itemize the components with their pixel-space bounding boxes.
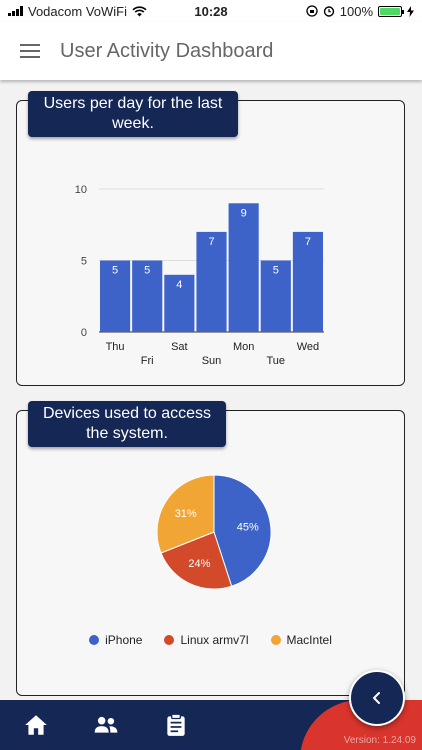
x-tick-label: Sat <box>171 341 188 353</box>
legend-label: MacIntel <box>286 633 332 647</box>
bar <box>196 231 227 332</box>
bar <box>228 203 259 332</box>
pie-slice-label: 24% <box>188 558 210 570</box>
bar <box>100 260 131 332</box>
y-tick-label: 0 <box>81 327 87 339</box>
devices-pie-chart: 45% 24% 31% <box>156 474 272 590</box>
bar-value-label: 5 <box>144 265 150 277</box>
bar-value-label: 5 <box>112 265 118 277</box>
pie-legend: iPhone Linux armv7l MacIntel <box>17 633 404 647</box>
legend-item: MacIntel <box>270 633 332 647</box>
y-tick-label: 5 <box>81 256 87 268</box>
legend-label: Linux armv7l <box>180 633 249 647</box>
wifi-icon <box>132 5 147 16</box>
clipboard-icon[interactable] <box>163 712 189 738</box>
pie-slice-label: 31% <box>175 508 197 520</box>
menu-button[interactable] <box>0 22 60 80</box>
bar <box>292 231 323 332</box>
bar-value-label: 9 <box>241 207 247 219</box>
battery-icon <box>378 5 404 17</box>
bar-value-label: 4 <box>176 279 182 291</box>
home-icon[interactable] <box>23 712 49 738</box>
devices-card-label: Devices used to access the system. <box>28 401 226 447</box>
devices-card: Devices used to access the system. 45% 24… <box>16 401 405 696</box>
chevron-left-icon <box>373 692 380 704</box>
bar <box>132 260 163 332</box>
pie-slice <box>156 474 215 554</box>
y-tick-label: 10 <box>75 184 87 196</box>
x-tick-label: Wed <box>297 341 319 353</box>
x-tick-label: Mon <box>233 341 254 353</box>
x-tick-label: Tue <box>267 355 286 367</box>
legend-dot <box>89 635 100 645</box>
legend-item: Linux armv7l <box>164 633 249 647</box>
bar <box>260 260 291 332</box>
legend-dot <box>270 635 281 645</box>
alarm-icon <box>323 6 334 17</box>
bar-value-label: 7 <box>208 236 214 248</box>
x-tick-label: Sun <box>202 355 222 367</box>
legend-label: iPhone <box>105 633 143 647</box>
rotation-lock-icon <box>306 5 318 17</box>
users-icon[interactable] <box>93 712 119 738</box>
hamburger-icon <box>20 40 40 62</box>
legend-dot <box>164 635 175 645</box>
status-left: Vodacom VoWiFi <box>8 4 147 19</box>
x-tick-label: Thu <box>106 341 125 353</box>
status-right: 100% <box>306 4 414 19</box>
bar <box>164 274 195 332</box>
bar-value-label: 7 <box>305 236 311 248</box>
app-header: User Activity Dashboard <box>0 22 422 80</box>
pie-slice <box>213 474 272 587</box>
bar-value-label: 5 <box>273 265 279 277</box>
pie-slice-label: 45% <box>237 522 259 534</box>
status-bar: Vodacom VoWiFi 10:28 100% <box>0 0 422 22</box>
x-tick-label: Fri <box>141 355 154 367</box>
carrier-label: Vodacom VoWiFi <box>28 3 127 19</box>
users-bar-chart: 0 5 10 5 Thu 5 Fri 4 Sat 7 Sun 9 Mon 5 Tue 7 Wed <box>75 184 324 367</box>
battery-percent: 100% <box>339 3 373 19</box>
version-label: Version: 1.24.09 <box>343 735 416 746</box>
back-fab[interactable] <box>349 670 405 726</box>
users-per-day-card: Users per day for the last week. 0 5 10 5 Th… <box>16 91 405 386</box>
legend-item: iPhone <box>89 633 142 647</box>
users-card-label: Users per day for the last week. <box>28 91 238 137</box>
signal-icon <box>8 6 23 16</box>
page-title: User Activity Dashboard <box>60 39 274 62</box>
charging-icon <box>407 5 414 17</box>
